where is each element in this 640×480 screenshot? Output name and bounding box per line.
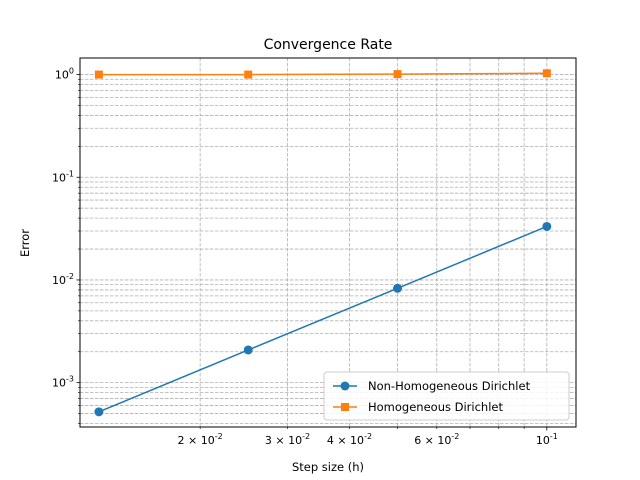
- x-tick-label: 3 × 10-2: [265, 432, 310, 447]
- y-tick-label: 10-2: [52, 272, 74, 287]
- x-tick-label: 6 × 10-2: [414, 432, 459, 447]
- data-point-square: [542, 69, 551, 78]
- legend-label-non-homogeneous: Non-Homogeneous Dirichlet: [368, 379, 531, 393]
- legend-label-homogeneous: Homogeneous Dirichlet: [368, 400, 503, 414]
- y-tick-label: 100: [55, 67, 74, 82]
- x-axis-label: Step size (h): [292, 460, 364, 474]
- legend-box: [323, 371, 570, 421]
- data-point-circle: [542, 221, 552, 231]
- data-point-square: [393, 70, 402, 79]
- data-point-square: [244, 70, 253, 79]
- y-axis-label: Error: [18, 229, 32, 257]
- series-line-1: [98, 72, 547, 76]
- data-point-circle: [393, 283, 403, 293]
- legend-marker-non-homogeneous: [340, 381, 350, 391]
- axis-ticks: 2 × 10-2 3 × 10-2 4 × 10-2 6 × 10-2 10-1 10-3…: [52, 67, 558, 447]
- data-point-square: [94, 70, 103, 79]
- data-point-circle: [94, 407, 104, 417]
- data-point-circle: [243, 345, 253, 355]
- x-tick-label: 2 × 10-2: [178, 432, 223, 447]
- legend: Non-Homogeneous Dirichlet Homogeneous Di…: [323, 371, 570, 421]
- y-tick-label: 10-3: [52, 375, 74, 390]
- x-tick-label: 10-1: [536, 432, 558, 447]
- y-tick-label: 10-1: [52, 169, 74, 184]
- plot-frame: [79, 57, 577, 428]
- legend-marker-homogeneous: [341, 403, 349, 411]
- x-tick-label: 4 × 10-2: [327, 432, 372, 447]
- series-layer: [94, 69, 552, 417]
- chart-title: Convergence Rate: [264, 37, 393, 53]
- series-line-0: [98, 225, 548, 413]
